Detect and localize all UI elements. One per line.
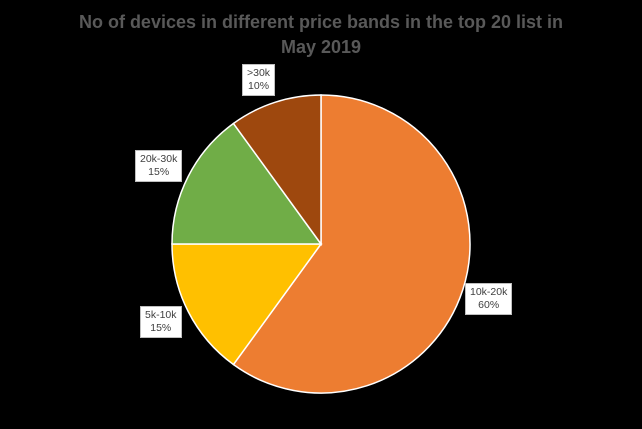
- label-category: >30k: [247, 67, 271, 79]
- pie-slice--30k: [232, 94, 322, 247]
- label-category: 5k-10k: [145, 309, 177, 321]
- label-value: 10%: [248, 80, 270, 92]
- chart-title-line-2: May 2019: [280, 37, 362, 57]
- pie-slice-10k-20k: [232, 94, 471, 394]
- label-category: 10k-20k: [470, 286, 508, 298]
- pie-slice-5k-10k: [171, 243, 323, 366]
- label-value: 60%: [478, 299, 500, 311]
- data-label-5k-10k: 5k-10k 15%: [140, 306, 182, 338]
- data-label-gt30k: >30k 10%: [242, 64, 276, 96]
- pie-slice-20k-30k: [171, 122, 323, 245]
- data-label-10k-20k: 10k-20k 60%: [465, 283, 513, 315]
- label-category: 20k-30k: [140, 153, 178, 165]
- label-value: 15%: [150, 322, 172, 334]
- chart-title-line-1: No of devices in different price bands i…: [78, 12, 564, 32]
- data-label-20k-30k: 20k-30k 15%: [135, 150, 183, 182]
- chart-title: No of devices in different price bands i…: [0, 10, 642, 60]
- label-value: 15%: [148, 166, 170, 178]
